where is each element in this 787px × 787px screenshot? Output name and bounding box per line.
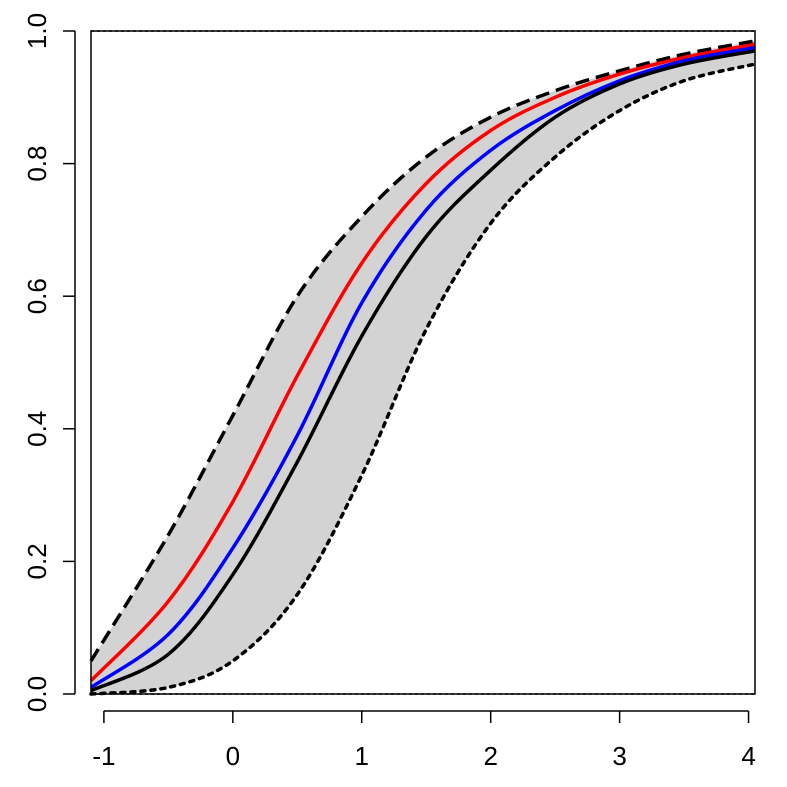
y-tick-label: 0.6 bbox=[22, 278, 52, 314]
y-axis: 0.0 0.2 0.4 0.6 0.8 1.0 bbox=[22, 13, 76, 712]
plot-area bbox=[89, 30, 757, 696]
x-tick-label: 1 bbox=[355, 741, 369, 771]
x-tick-label: 4 bbox=[741, 741, 755, 771]
y-tick-label: 1.0 bbox=[22, 13, 52, 49]
x-tick-label: 0 bbox=[226, 741, 240, 771]
series-line-3 bbox=[89, 42, 756, 682]
y-tick-label: 0.4 bbox=[22, 411, 52, 447]
y-tick-label: 0.0 bbox=[22, 676, 52, 712]
confidence-band bbox=[91, 40, 755, 694]
y-tick-label: 0.2 bbox=[22, 543, 52, 579]
series-line-1 bbox=[89, 39, 756, 662]
series-line-2 bbox=[89, 62, 757, 696]
series-line-5 bbox=[90, 49, 756, 693]
x-tick-label: 2 bbox=[483, 741, 497, 771]
x-tick-label: -1 bbox=[92, 741, 115, 771]
series-line-4 bbox=[90, 45, 756, 689]
y-tick-label: 0.8 bbox=[22, 146, 52, 182]
x-axis: -1 0 1 2 3 4 bbox=[92, 710, 756, 771]
plot-frame bbox=[90, 30, 756, 695]
x-tick-label: 3 bbox=[612, 741, 626, 771]
series-layer bbox=[89, 39, 757, 696]
